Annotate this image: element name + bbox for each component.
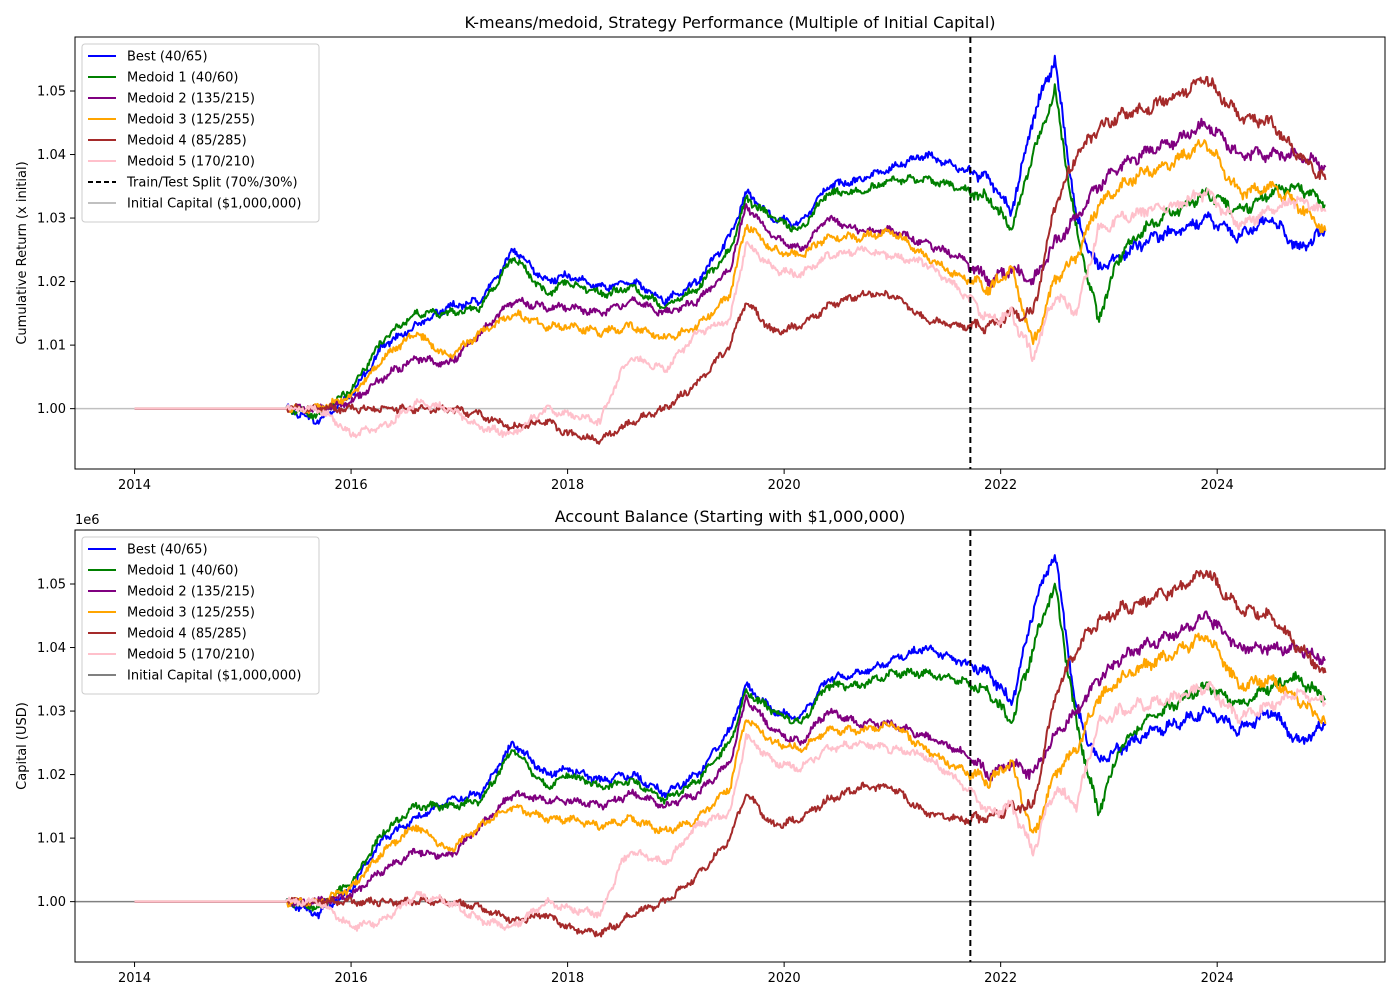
x-tick-label: 2018: [551, 971, 584, 986]
series-line-3: [134, 117, 1327, 415]
legend-label: Medoid 5 (170/210): [127, 155, 255, 170]
y-axis-label: Capital (USD): [15, 702, 30, 790]
y-tick-label: 1.05: [37, 85, 66, 100]
series-line-4: [134, 632, 1327, 908]
y-axis-label: Cumulative Return (x initial): [15, 161, 30, 344]
series-line-3: [134, 610, 1326, 907]
series-line-4: [134, 139, 1327, 414]
legend-label: Medoid 2 (135/215): [127, 585, 255, 600]
plot-frame: [74, 529, 1386, 963]
y-tick-label: 1.03: [37, 212, 66, 227]
chart-title: Account Balance (Starting with $1,000,00…: [555, 507, 906, 526]
legend-label: Best (40/65): [127, 543, 208, 558]
legend: Best (40/65) Medoid 1 (40/60) Medoid 2 (13…: [81, 536, 320, 695]
x-tick-label: 2014: [118, 971, 151, 986]
y-tick-label: 1.01: [37, 832, 66, 847]
y-tick-label: 1.04: [37, 148, 66, 163]
x-tick-label: 2020: [768, 971, 801, 986]
y-offset-text: 1e6: [75, 513, 100, 528]
y-tick-label: 1.05: [37, 578, 66, 593]
legend-label: Medoid 2 (135/215): [127, 92, 255, 107]
y-tick-label: 1.01: [37, 339, 66, 354]
series-line-1: [134, 54, 1326, 425]
y-tick-label: 1.02: [37, 768, 66, 783]
x-tick-label: 2020: [768, 478, 801, 493]
chart-title: K-means/medoid, Strategy Performance (Mu…: [464, 13, 995, 32]
y-tick-label: 1.03: [37, 705, 66, 720]
y-tick-label: 1.02: [37, 275, 66, 290]
series-lines: [75, 54, 1385, 445]
chart-account-balance: Account Balance (Starting with $1,000,00…: [15, 507, 1386, 986]
legend-label: Medoid 4 (85/285): [127, 627, 247, 642]
series-line-6: [134, 187, 1327, 439]
legend-label: Medoid 1 (40/60): [127, 564, 238, 579]
legend-label: Medoid 4 (85/285): [127, 134, 247, 149]
y-tick-label: 1.00: [37, 402, 66, 417]
chart-strategy-performance: K-means/medoid, Strategy Performance (Mu…: [15, 13, 1386, 493]
legend-label: Initial Capital ($1,000,000): [127, 669, 301, 684]
legend-label: Medoid 5 (170/210): [127, 648, 255, 663]
series-line-5: [134, 569, 1327, 938]
legend-box: [81, 43, 320, 223]
legend-label: Initial Capital ($1,000,000): [127, 197, 301, 212]
series-lines: [75, 554, 1385, 938]
y-tick-label: 1.00: [37, 895, 66, 910]
legend: Best (40/65) Medoid 1 (40/60) Medoid 2 (13…: [81, 43, 320, 223]
legend-label: Train/Test Split (70%/30%): [126, 176, 298, 191]
series-line-5: [134, 75, 1327, 445]
legend-label: Medoid 1 (40/60): [127, 71, 238, 86]
legend-box: [81, 536, 320, 695]
x-tick-label: 2024: [1201, 971, 1234, 986]
x-tick-label: 2016: [335, 478, 368, 493]
legend-label: Medoid 3 (125/255): [127, 113, 255, 128]
x-tick-label: 2014: [118, 478, 151, 493]
x-tick-label: 2018: [551, 478, 584, 493]
x-tick-label: 2016: [335, 971, 368, 986]
plot-frame: [74, 36, 1386, 470]
x-tick-label: 2022: [984, 971, 1017, 986]
legend-label: Best (40/65): [127, 50, 208, 65]
legend-label: Medoid 3 (125/255): [127, 606, 255, 621]
x-tick-label: 2022: [984, 478, 1017, 493]
series-line-6: [134, 680, 1327, 932]
x-tick-label: 2024: [1201, 478, 1234, 493]
y-tick-label: 1.04: [37, 641, 66, 656]
